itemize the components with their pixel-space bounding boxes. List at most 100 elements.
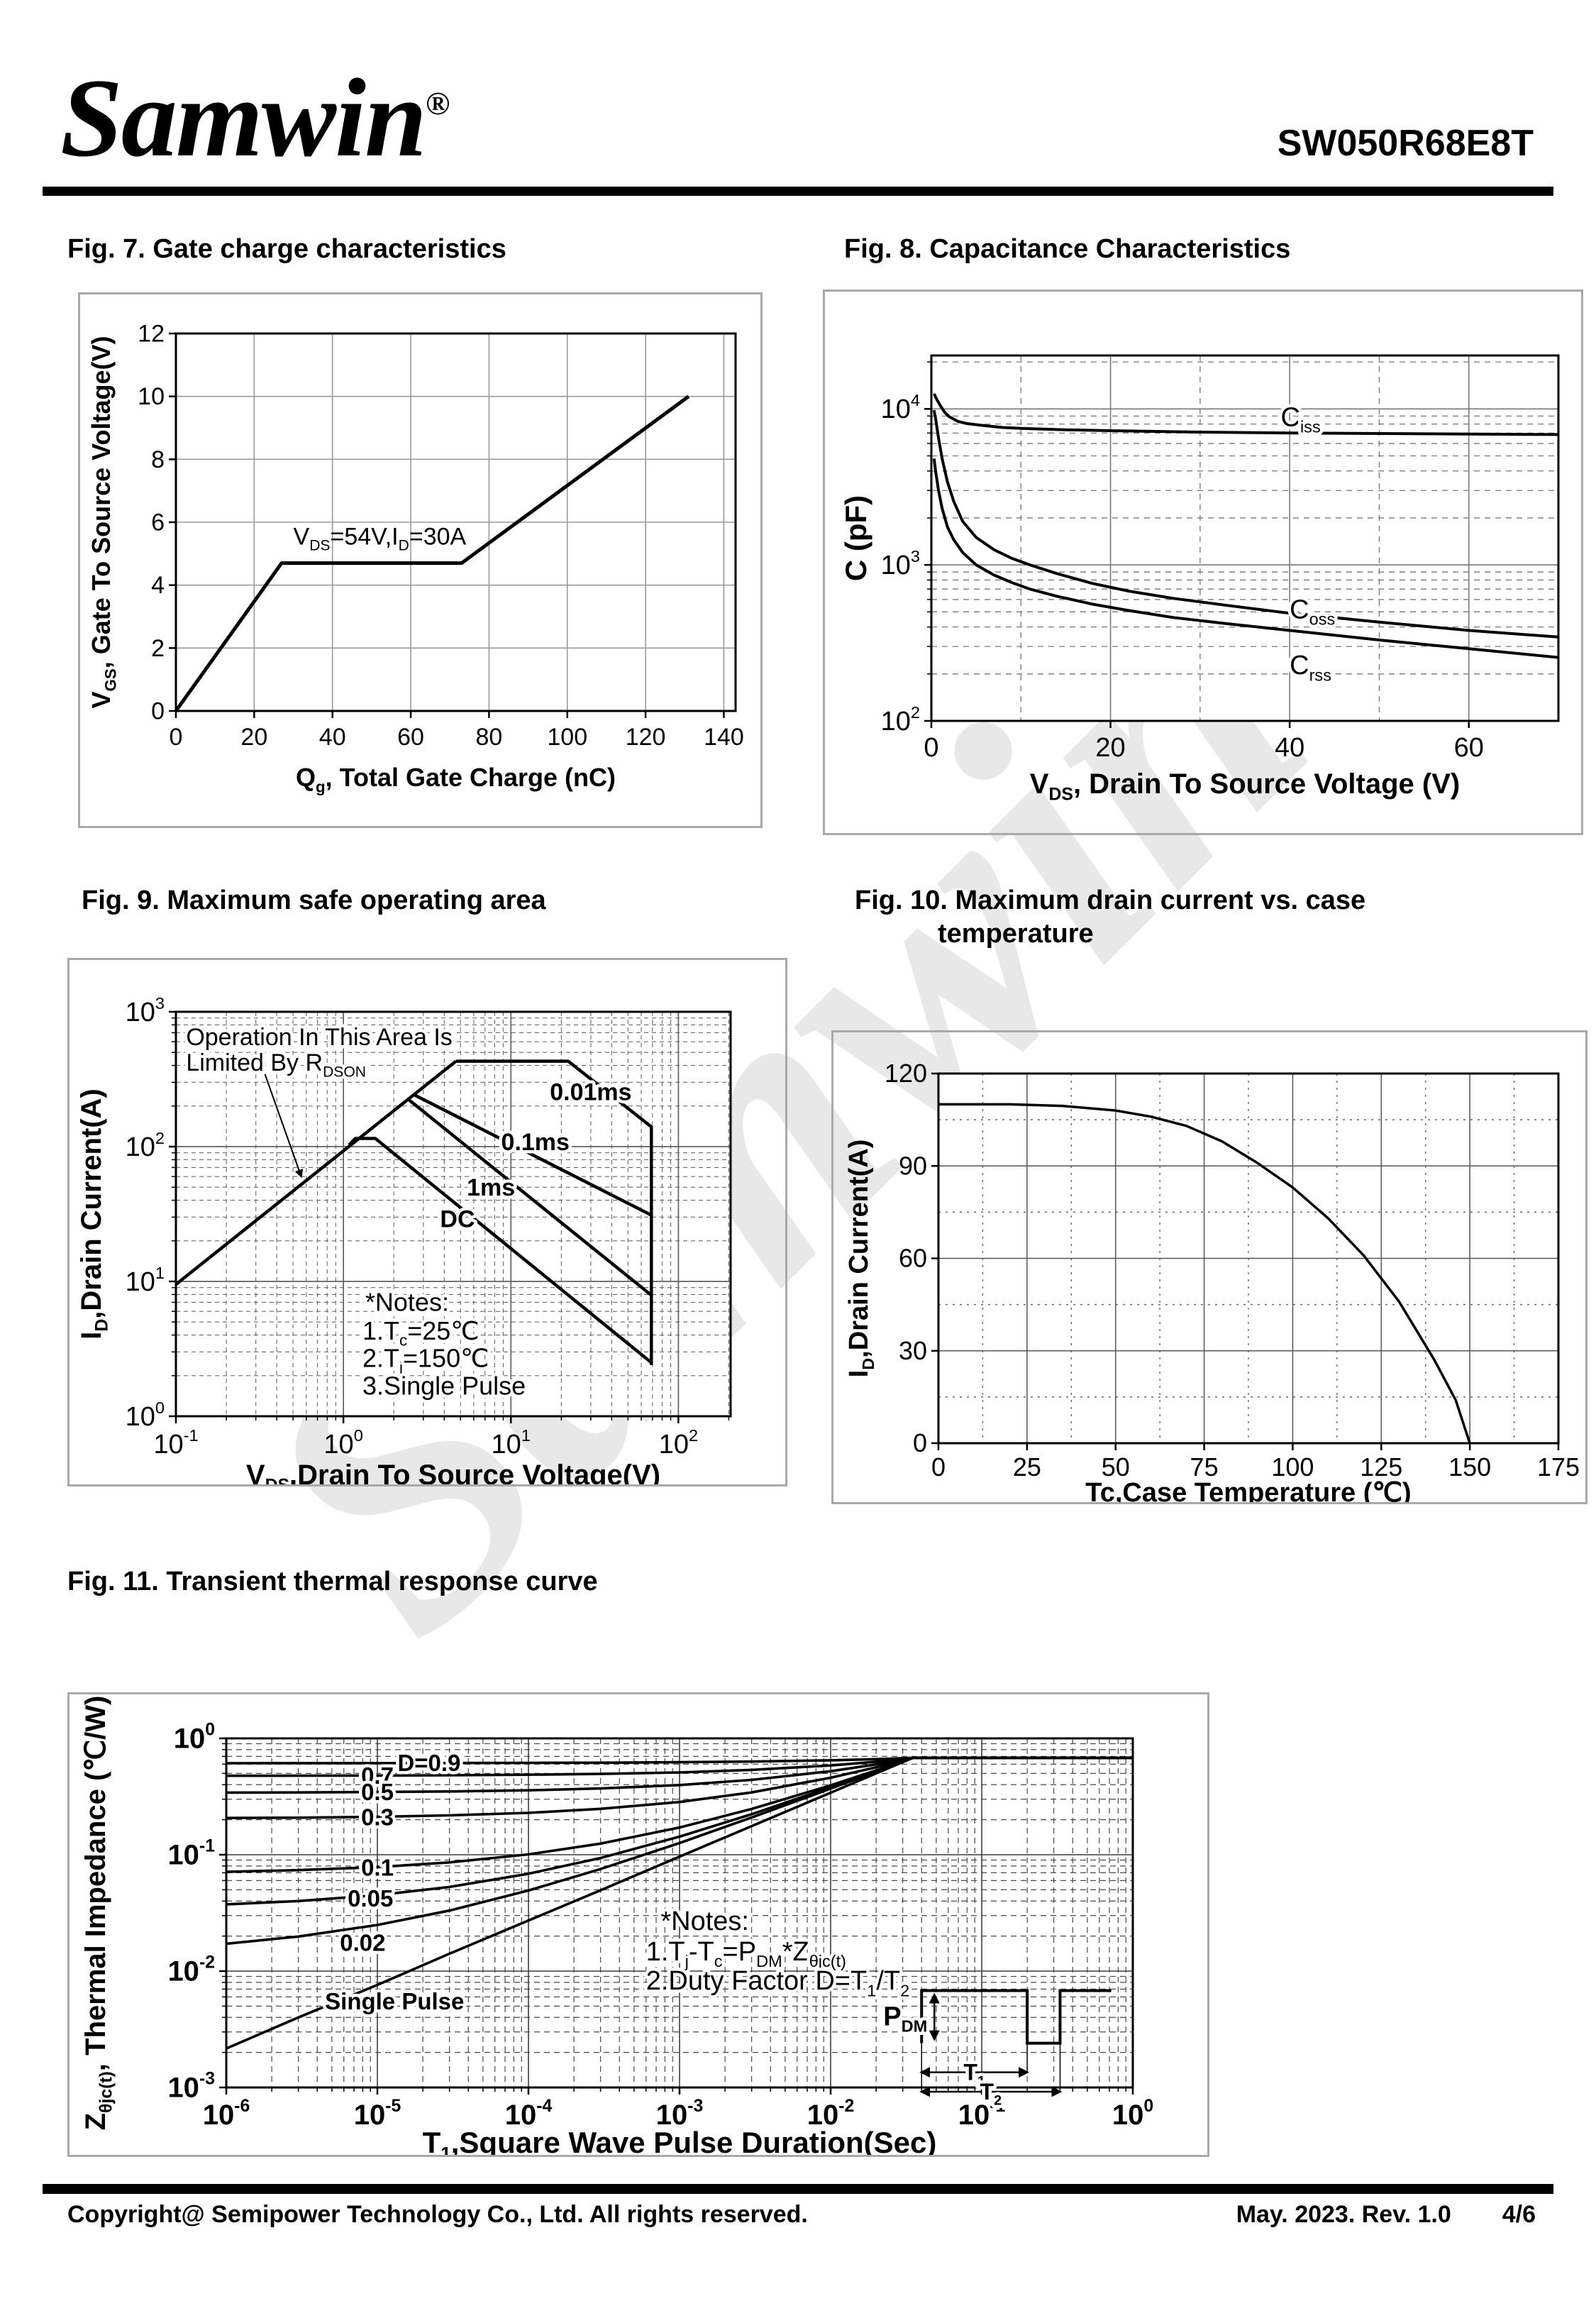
svg-text:90: 90: [899, 1151, 927, 1180]
svg-text:100: 100: [547, 724, 587, 751]
svg-text:0.3: 0.3: [361, 1804, 394, 1830]
svg-text:Coss: Coss: [1290, 595, 1335, 629]
svg-text:ID,Drain Current(A): ID,Drain Current(A): [844, 1140, 877, 1378]
svg-text:100: 100: [323, 1426, 362, 1460]
svg-text:8: 8: [151, 446, 165, 473]
svg-text:1.Tc=25℃: 1.Tc=25℃: [362, 1316, 480, 1350]
svg-text:40: 40: [1275, 733, 1304, 763]
svg-text:101: 101: [492, 1426, 531, 1460]
fig8-series: [932, 393, 1559, 659]
svg-text:0: 0: [931, 1452, 946, 1482]
fig11-series: [226, 1756, 1133, 2050]
svg-text:140: 140: [704, 724, 744, 751]
svg-text:0.05: 0.05: [348, 1885, 393, 1911]
svg-text:10-1: 10-1: [153, 1426, 198, 1460]
fig9-grid: [175, 1011, 731, 1417]
svg-text:80: 80: [475, 724, 502, 751]
svg-text:T2: T2: [980, 2079, 1002, 2109]
svg-text:0.7: 0.7: [361, 1762, 394, 1789]
fig10-title-line2: temperature: [938, 919, 1094, 949]
svg-text:4: 4: [151, 572, 165, 599]
registered-mark-icon: ®: [425, 85, 450, 121]
svg-text:*Notes:: *Notes:: [365, 1288, 449, 1317]
svg-text:102: 102: [126, 1129, 165, 1162]
svg-text:0.02: 0.02: [340, 1929, 385, 1955]
svg-text:60: 60: [899, 1244, 927, 1273]
svg-text:VDS=54V,ID=30A: VDS=54V,ID=30A: [294, 524, 467, 554]
fig8-panel: 0 20 40 60 102 103 104 VDS, Drain To Source Vol…: [823, 289, 1583, 835]
svg-text:102: 102: [881, 703, 920, 737]
svg-text:0.01ms: 0.01ms: [550, 1078, 631, 1105]
svg-text:10-6: 10-6: [203, 2097, 250, 2131]
svg-text:10-3: 10-3: [167, 2070, 215, 2104]
svg-text:10-1: 10-1: [958, 2097, 1006, 2131]
svg-text:T1,Square Wave Pulse Duration(: T1,Square Wave Pulse Duration(Sec): [423, 2126, 937, 2155]
header-rule: [43, 187, 1553, 196]
svg-text:0.5: 0.5: [361, 1779, 394, 1805]
footer-revision: May. 2023. Rev. 1.0: [1236, 2201, 1451, 2228]
svg-text:30: 30: [899, 1336, 927, 1365]
footer: Copyright@ Semipower Technology Co., Ltd…: [67, 2201, 1536, 2229]
svg-text:100: 100: [126, 1399, 165, 1432]
svg-text:100: 100: [1271, 1452, 1314, 1482]
svg-text:Single Pulse: Single Pulse: [325, 1988, 464, 2014]
svg-text:Tc,Case Temperature (℃): Tc,Case Temperature (℃): [1085, 1478, 1411, 1502]
fig7-title: Fig. 7. Gate charge characteristics: [67, 234, 506, 264]
svg-text:50: 50: [1102, 1452, 1130, 1482]
fig11-panel: 10-6 10-5 10-4 10-3 10-2 10-1 100 10-3 10-2 10-1 1…: [67, 1692, 1209, 2157]
fig7-panel: 0 20 40 60 80 100 120 140 0 2 4 6 8 10 12 Qg, Total Gat…: [78, 292, 763, 828]
svg-text:Ciss: Ciss: [1281, 402, 1321, 436]
svg-text:10-5: 10-5: [354, 2097, 401, 2131]
fig9-series: [174, 1059, 653, 1365]
fig10-panel: 0 25 50 75 100 125 150 175 0 30 60 90 120 Tc,Case Tem…: [831, 1030, 1587, 1504]
fig10-title-line1: Fig. 10. Maximum drain current vs. case: [855, 886, 1366, 915]
svg-text:2.Duty Factor D=T1/T2: 2.Duty Factor D=T1/T2: [646, 1966, 909, 1999]
svg-text:ID,Drain Current(A): ID,Drain Current(A): [76, 1088, 112, 1340]
fig11-axis-ticks: 10-6 10-5 10-4 10-3 10-2 10-1 100 10-3 10-2 10-1 1…: [167, 1721, 1153, 2131]
svg-text:10-3: 10-3: [656, 2097, 704, 2131]
svg-text:103: 103: [881, 547, 920, 580]
fig7-series: [174, 395, 690, 712]
fig10-chart: 0 25 50 75 100 125 150 175 0 30 60 90 120 Tc,Case Tem…: [844, 1059, 1580, 1502]
svg-text:20: 20: [1095, 733, 1125, 763]
svg-text:0: 0: [924, 733, 938, 763]
fig9-panel: 10-1100101102100101102103VDS,Drain To So…: [67, 958, 787, 1486]
svg-text:104: 104: [881, 391, 920, 424]
fig7-labels: VDS=54V,ID=30A: [294, 524, 467, 554]
svg-text:10-2: 10-2: [167, 1953, 215, 1987]
svg-text:175: 175: [1537, 1452, 1580, 1482]
svg-text:PDM: PDM: [883, 2002, 927, 2036]
svg-text:120: 120: [885, 1059, 927, 1088]
fig11-chart: 10-6 10-5 10-4 10-3 10-2 10-1 100 10-3 10-2 10-1 1…: [80, 1696, 1153, 2155]
svg-text:2: 2: [151, 635, 165, 662]
svg-text:12: 12: [138, 321, 165, 348]
svg-text:Zθjc(t), Thermal Impedance (℃/: Zθjc(t), Thermal Impedance (℃/W): [80, 1696, 116, 2131]
fig8-chart: 0 20 40 60 102 103 104 VDS, Drain To Source Vol…: [839, 354, 1560, 805]
svg-text:0: 0: [913, 1428, 927, 1457]
svg-text:0.1ms: 0.1ms: [501, 1129, 570, 1156]
svg-text:10-1: 10-1: [167, 1837, 215, 1871]
fig11-title: Fig. 11. Transient thermal response curv…: [67, 1567, 598, 1596]
svg-text:60: 60: [1454, 733, 1484, 763]
fig11-labels: D=0.90.70.50.3 0.1 0.05 0.02 Single Pulse *No…: [322, 1746, 913, 2017]
svg-text:40: 40: [319, 724, 346, 751]
footer-copyright: Copyright@ Semipower Technology Co., Ltd…: [67, 2201, 808, 2228]
svg-text:125: 125: [1360, 1452, 1402, 1482]
fig9-title: Fig. 9. Maximum safe operating area: [82, 886, 546, 915]
svg-text:2.Tj=150℃: 2.Tj=150℃: [362, 1343, 489, 1377]
svg-text:10-2: 10-2: [807, 2097, 855, 2131]
fig8-title: Fig. 8. Capacitance Characteristics: [844, 234, 1291, 264]
svg-text:60: 60: [397, 724, 424, 751]
fig7-chart: 0 20 40 60 80 100 120 140 0 2 4 6 8 10 12 Qg, Total Gat…: [87, 321, 744, 796]
fig9-chart: 10-1100101102100101102103VDS,Drain To So…: [76, 994, 732, 1484]
svg-text:101: 101: [126, 1264, 165, 1297]
svg-text:20: 20: [240, 724, 267, 751]
footer-page-number: 4/6: [1502, 2201, 1536, 2228]
svg-text:120: 120: [626, 724, 666, 751]
footer-right: May. 2023. Rev. 1.0 4/6: [1236, 2201, 1536, 2229]
svg-text:*Notes:: *Notes:: [660, 1907, 749, 1936]
svg-text:6: 6: [151, 509, 165, 536]
